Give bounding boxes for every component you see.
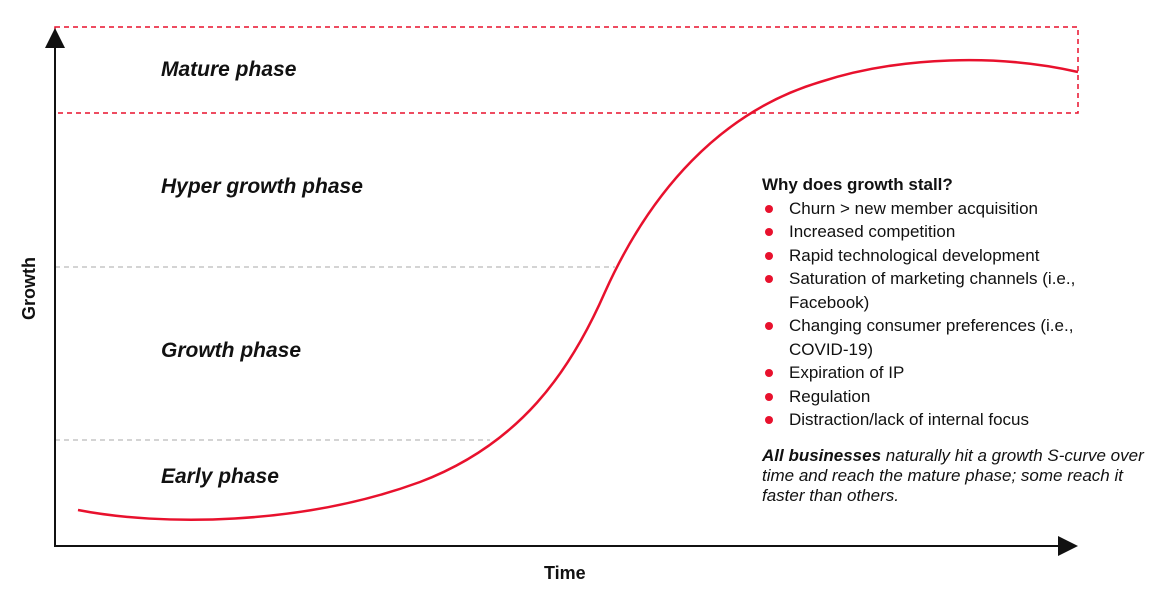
stall-item: Saturation of marketing channels (i.e., …: [762, 267, 1132, 314]
x-axis-label: Time: [544, 563, 586, 583]
note: All businesses naturally hit a growth S-…: [762, 446, 1152, 506]
s-curve: [77, 58, 1079, 522]
phase-label: Hyper growth phase: [161, 175, 363, 198]
mature-box: [54, 26, 1079, 114]
phase-label: Mature phase: [161, 58, 297, 81]
stall-item: Expiration of IP: [762, 361, 1132, 385]
note-emphasis: All businesses: [762, 446, 882, 465]
stall-item: Rapid technological development: [762, 244, 1132, 268]
stall-item: Churn > new member acquisition: [762, 197, 1132, 221]
stall-title: Why does growth stall?: [762, 175, 953, 194]
stall-list: Churn > new member acquisition Increased …: [762, 197, 1132, 432]
note-text: naturally hit a growth S-curve over time…: [762, 446, 1144, 505]
stall-item: Changing consumer preferences (i.e., COV…: [762, 314, 1132, 361]
stall-item: Regulation: [762, 385, 1132, 409]
phase-label: Early phase: [161, 465, 279, 488]
y-axis-label: Growth: [19, 257, 39, 320]
stall-item: Increased competition: [762, 220, 1132, 244]
phase-label: Growth phase: [161, 339, 302, 362]
stall-item: Distraction/lack of internal focus: [762, 408, 1132, 432]
stall-panel: Why does growth stall? Churn > new membe…: [762, 173, 1132, 432]
